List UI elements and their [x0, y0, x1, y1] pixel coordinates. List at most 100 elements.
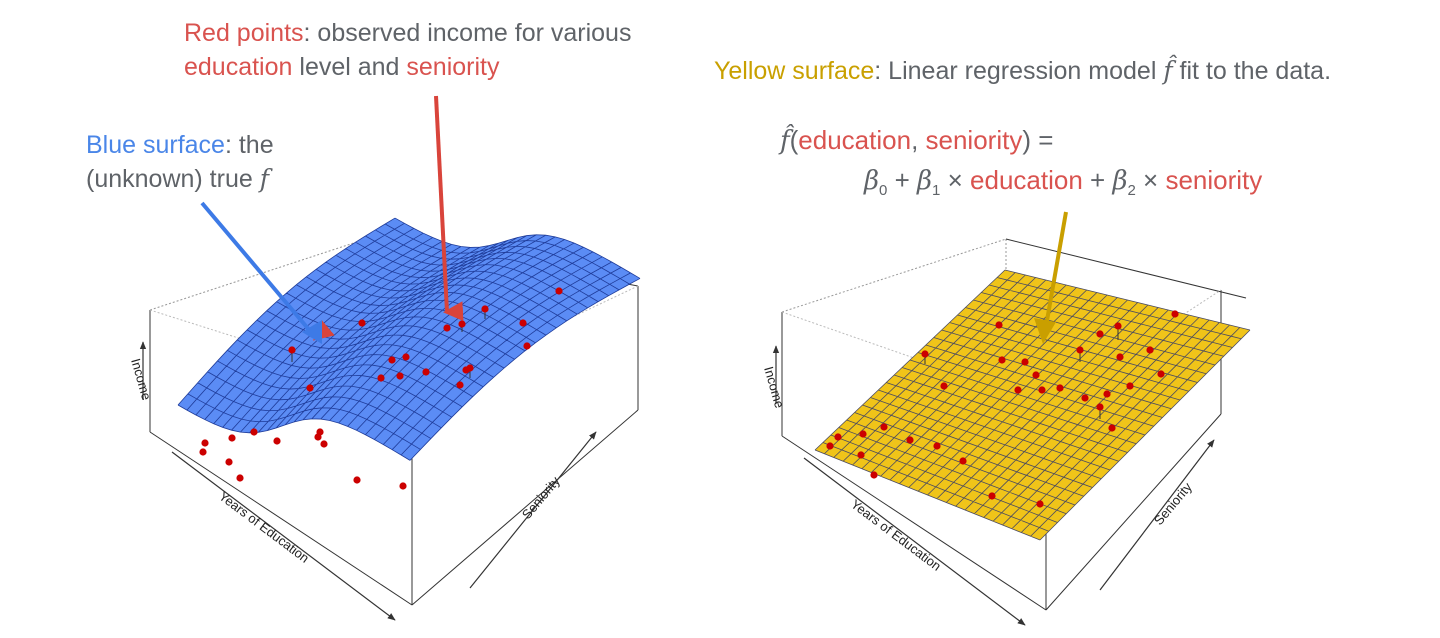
left-xlabel: Years of Education	[216, 488, 312, 565]
formula-beta1: β	[917, 166, 933, 196]
observed-point	[288, 346, 296, 354]
observed-point	[1114, 322, 1122, 330]
observed-point	[1021, 358, 1029, 366]
observed-point	[834, 433, 842, 441]
observed-point	[1056, 384, 1064, 392]
observed-point	[1014, 386, 1022, 394]
observed-point	[998, 356, 1006, 364]
blue-surface-annotation: Blue surface: the (unknown) true f	[86, 128, 274, 196]
observed-point	[988, 492, 996, 500]
left-ylabel: Seniority	[519, 473, 563, 522]
fhat-symbol: f̂	[1163, 56, 1173, 85]
blue-surface-text: : the	[224, 131, 274, 159]
observed-point	[201, 439, 209, 447]
observed-point	[273, 437, 281, 445]
observed-point	[1108, 424, 1116, 432]
left-axis-arrows	[139, 341, 597, 621]
observed-point	[555, 287, 563, 295]
observed-point	[481, 305, 489, 313]
observed-point	[995, 321, 1003, 329]
formula-times2: ×	[1135, 165, 1166, 195]
observed-point	[228, 434, 236, 442]
observed-point	[458, 320, 466, 328]
observed-point	[1116, 353, 1124, 361]
red-points-level-and: level and	[292, 53, 407, 81]
formula-beta0: β	[864, 166, 880, 196]
observed-point	[933, 442, 941, 450]
observed-point	[523, 342, 531, 350]
formula-fhat: f̂	[780, 126, 790, 156]
observed-point	[358, 319, 366, 327]
observed-point	[1103, 390, 1111, 398]
yellow-surface-text-end: fit to the data.	[1172, 57, 1332, 85]
red-points-highlight: Red points	[184, 19, 304, 47]
observed-point	[959, 457, 967, 465]
right-xlabel: Years of Education	[848, 496, 944, 573]
formula-close: ) =	[1022, 125, 1054, 155]
formula-arg-seniority: seniority	[925, 125, 1023, 155]
yellow-surface	[814, 269, 1251, 541]
observed-point	[422, 368, 430, 376]
observed-point	[399, 482, 407, 490]
yellow-surface-annotation: Yellow surface: Linear regression model …	[714, 54, 1331, 88]
formula-open: (	[789, 125, 799, 155]
observed-point	[353, 476, 361, 484]
observed-point	[880, 423, 888, 431]
yellow-arrow-head	[1034, 318, 1056, 344]
observed-point	[314, 433, 322, 441]
observed-point	[1146, 346, 1154, 354]
surfBlue-mesh	[177, 217, 641, 461]
observed-point	[1076, 346, 1084, 354]
formula-beta2: β	[1112, 166, 1128, 196]
observed-point	[940, 382, 948, 390]
observed-point	[1036, 500, 1044, 508]
observed-point	[377, 374, 385, 382]
formula-plus2: +	[1082, 165, 1113, 195]
formula-beta2-sub: 2	[1127, 182, 1136, 200]
observed-point	[1032, 371, 1040, 379]
observed-point	[1096, 330, 1104, 338]
red-points-seniority: seniority	[406, 53, 500, 81]
observed-point	[859, 430, 867, 438]
formula-times1: ×	[940, 165, 971, 195]
blue-arrow-head	[302, 320, 322, 344]
red-points-annotation: Red points: observed income for various …	[184, 16, 631, 84]
observed-point	[396, 372, 404, 380]
blue-surface	[177, 217, 641, 461]
observed-point	[225, 458, 233, 466]
right-ylabel: Seniority	[1151, 479, 1195, 528]
observed-point	[306, 384, 314, 392]
formula-comma: ,	[911, 125, 926, 155]
left-observed-points	[199, 287, 563, 490]
regression-formula-line2: β0 + β1 × education + β2 × seniority	[864, 162, 1262, 209]
yellow-surface-text: : Linear regression model	[874, 57, 1164, 85]
blue-surface-arrow	[200, 201, 335, 341]
formula-beta0-sub: 0	[879, 182, 888, 200]
blue-surface-highlight: Blue surface	[86, 131, 225, 159]
yellow-surface-arrow	[1043, 211, 1068, 333]
right-axis-arrows	[772, 345, 1215, 626]
observed-point	[456, 381, 464, 389]
yellow-surface-highlight: Yellow surface	[714, 57, 875, 85]
surfYellow-mesh	[814, 269, 1251, 541]
blue-surface-line2: (unknown) true	[86, 165, 260, 193]
observed-point	[388, 356, 396, 364]
observed-point	[466, 364, 474, 372]
observed-point	[921, 350, 929, 358]
observed-point	[236, 474, 244, 482]
regression-formula-line1: f̂(education, seniority) =	[780, 122, 1053, 159]
observed-point	[1171, 310, 1179, 318]
observed-point	[1096, 403, 1104, 411]
observed-point	[519, 319, 527, 327]
observed-point	[1081, 394, 1089, 402]
red-points-education: education	[184, 53, 293, 81]
observed-point	[1126, 382, 1134, 390]
observed-point	[826, 442, 834, 450]
observed-point	[250, 428, 258, 436]
observed-point	[443, 324, 451, 332]
observed-point	[857, 451, 865, 459]
formula-plus1: +	[887, 165, 918, 195]
observed-point	[402, 353, 410, 361]
right-observed-points	[826, 310, 1179, 508]
